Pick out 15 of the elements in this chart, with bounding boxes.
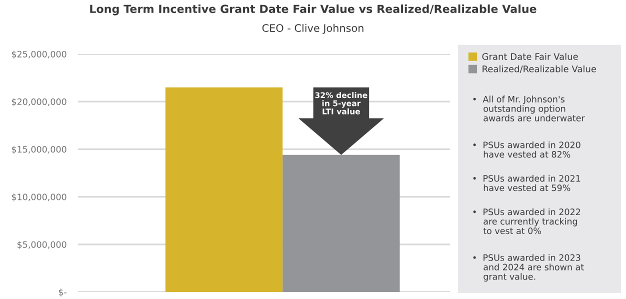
chart-title: Long Term Incentive Grant Date Fair Value vs Realized/Realizable Value (90, 4, 536, 16)
legend-label: Grant Date Fair Value (482, 52, 578, 60)
y-tick-label: $15,000,000 (12, 146, 66, 154)
y-tick-label: $5,000,000 (18, 241, 66, 250)
text: • PSUs awarded in 2022 are currently tracking to vest at 0% (473, 208, 580, 234)
y-tick-label: $- (58, 288, 66, 297)
text: • All of Mr. Johnson's outstanding option awards are underwater (473, 96, 585, 122)
chart-subtitle: CEO - Clive Johnson (262, 24, 364, 34)
y-tick-label: $10,000,000 (12, 193, 66, 202)
y-tick-label: $25,000,000 (12, 50, 66, 59)
text: • PSUs awarded in 2023 and 2024 are shown at grant value. (473, 254, 584, 282)
legend-label: Realized/Realizable Value (482, 65, 596, 74)
text: • PSUs awarded in 2020 have vested at 82% (473, 141, 580, 158)
y-tick-label: $20,000,000 (12, 98, 66, 106)
text: • PSUs awarded in 2021 have vested at 59% (473, 174, 580, 192)
